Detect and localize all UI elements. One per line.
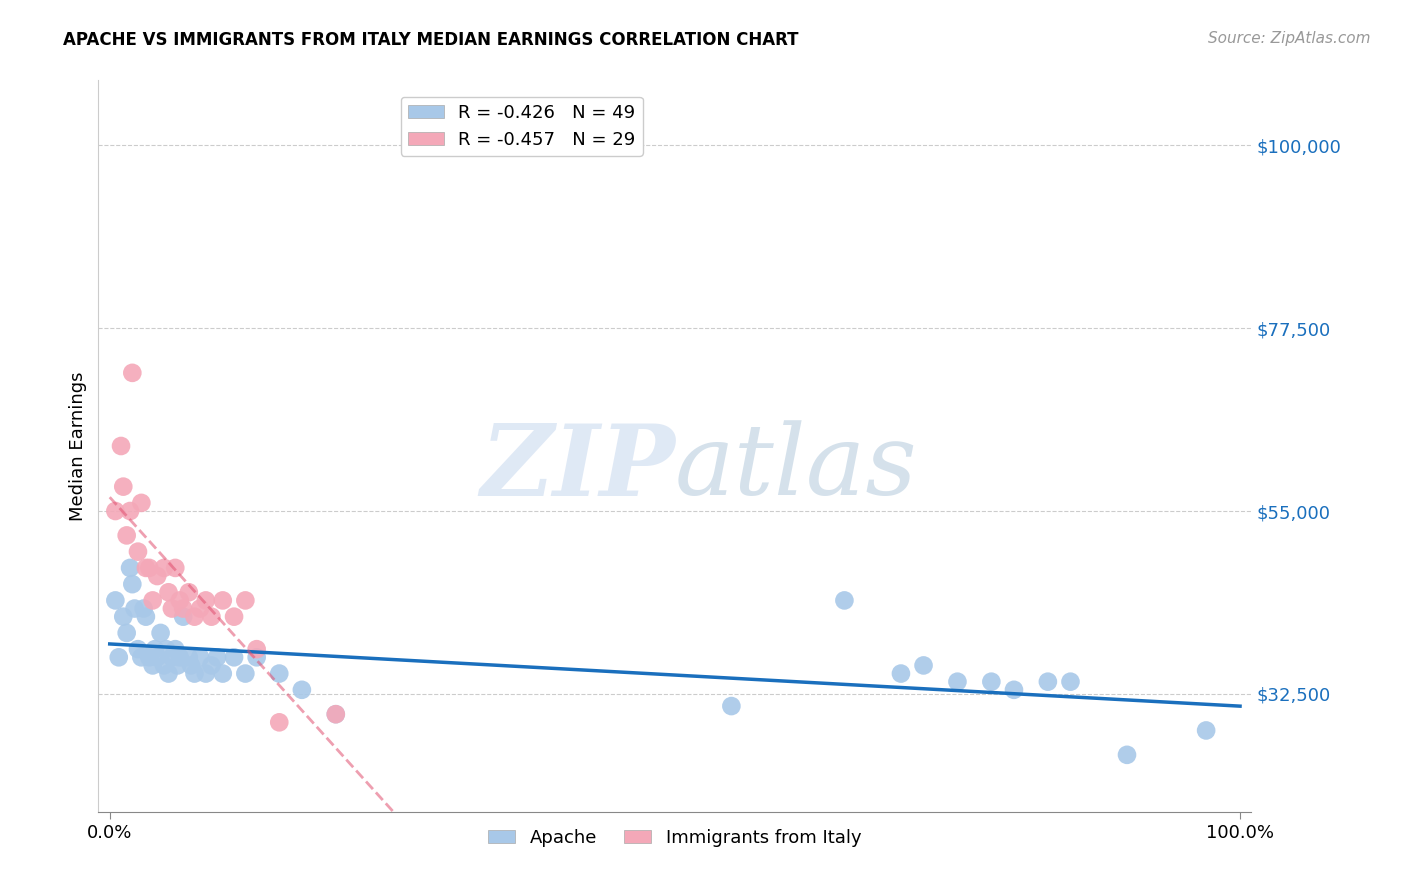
Point	[222, 609, 245, 624]
Point	[165, 561, 187, 575]
Point	[1116, 747, 1139, 762]
Point	[194, 593, 217, 607]
Point	[135, 561, 157, 575]
Point	[235, 666, 257, 681]
Point	[157, 585, 180, 599]
Point	[160, 650, 183, 665]
Point	[146, 569, 169, 583]
Point	[200, 658, 222, 673]
Point	[980, 674, 1002, 689]
Point	[1195, 723, 1218, 738]
Point	[153, 658, 176, 673]
Point	[200, 609, 222, 624]
Point	[157, 666, 180, 681]
Point	[146, 650, 169, 665]
Point	[269, 715, 291, 730]
Point	[131, 650, 153, 665]
Point	[246, 642, 269, 657]
Point	[222, 650, 245, 665]
Point	[235, 593, 257, 607]
Point	[120, 561, 142, 575]
Point	[138, 561, 160, 575]
Text: ZIP: ZIP	[479, 420, 675, 516]
Point	[211, 666, 233, 681]
Point	[1059, 674, 1081, 689]
Text: atlas: atlas	[675, 420, 918, 516]
Point	[172, 609, 194, 624]
Point	[127, 544, 149, 558]
Point	[291, 682, 314, 697]
Point	[142, 658, 165, 673]
Point	[188, 650, 211, 665]
Point	[912, 658, 935, 673]
Point	[177, 650, 200, 665]
Point	[890, 666, 912, 681]
Point	[115, 528, 138, 542]
Point	[121, 366, 143, 380]
Point	[149, 626, 172, 640]
Point	[183, 666, 205, 681]
Point	[269, 666, 291, 681]
Point	[124, 601, 146, 615]
Point	[166, 658, 188, 673]
Point	[946, 674, 969, 689]
Point	[153, 561, 176, 575]
Point	[131, 496, 153, 510]
Text: Source: ZipAtlas.com: Source: ZipAtlas.com	[1208, 31, 1371, 46]
Point	[121, 577, 143, 591]
Point	[138, 650, 160, 665]
Text: APACHE VS IMMIGRANTS FROM ITALY MEDIAN EARNINGS CORRELATION CHART: APACHE VS IMMIGRANTS FROM ITALY MEDIAN E…	[63, 31, 799, 49]
Point	[107, 650, 129, 665]
Point	[110, 439, 132, 453]
Point	[112, 480, 135, 494]
Point	[834, 593, 856, 607]
Point	[325, 707, 347, 722]
Point	[172, 601, 194, 615]
Point	[246, 650, 269, 665]
Point	[115, 626, 138, 640]
Point	[325, 707, 347, 722]
Point	[183, 609, 205, 624]
Point	[169, 593, 191, 607]
Point	[194, 666, 217, 681]
Point	[205, 650, 228, 665]
Point	[135, 609, 157, 624]
Point	[188, 601, 211, 615]
Point	[1036, 674, 1059, 689]
Point	[211, 593, 233, 607]
Point	[169, 650, 191, 665]
Point	[160, 601, 183, 615]
Point	[142, 593, 165, 607]
Point	[104, 593, 127, 607]
Point	[720, 699, 742, 714]
Y-axis label: Median Earnings: Median Earnings	[69, 371, 87, 521]
Point	[180, 658, 202, 673]
Point	[165, 642, 187, 657]
Point	[177, 585, 200, 599]
Point	[104, 504, 127, 518]
Legend: Apache, Immigrants from Italy: Apache, Immigrants from Italy	[481, 822, 869, 854]
Point	[155, 642, 177, 657]
Point	[112, 609, 135, 624]
Point	[1002, 682, 1025, 697]
Point	[132, 601, 155, 615]
Point	[120, 504, 142, 518]
Point	[143, 642, 166, 657]
Point	[127, 642, 149, 657]
